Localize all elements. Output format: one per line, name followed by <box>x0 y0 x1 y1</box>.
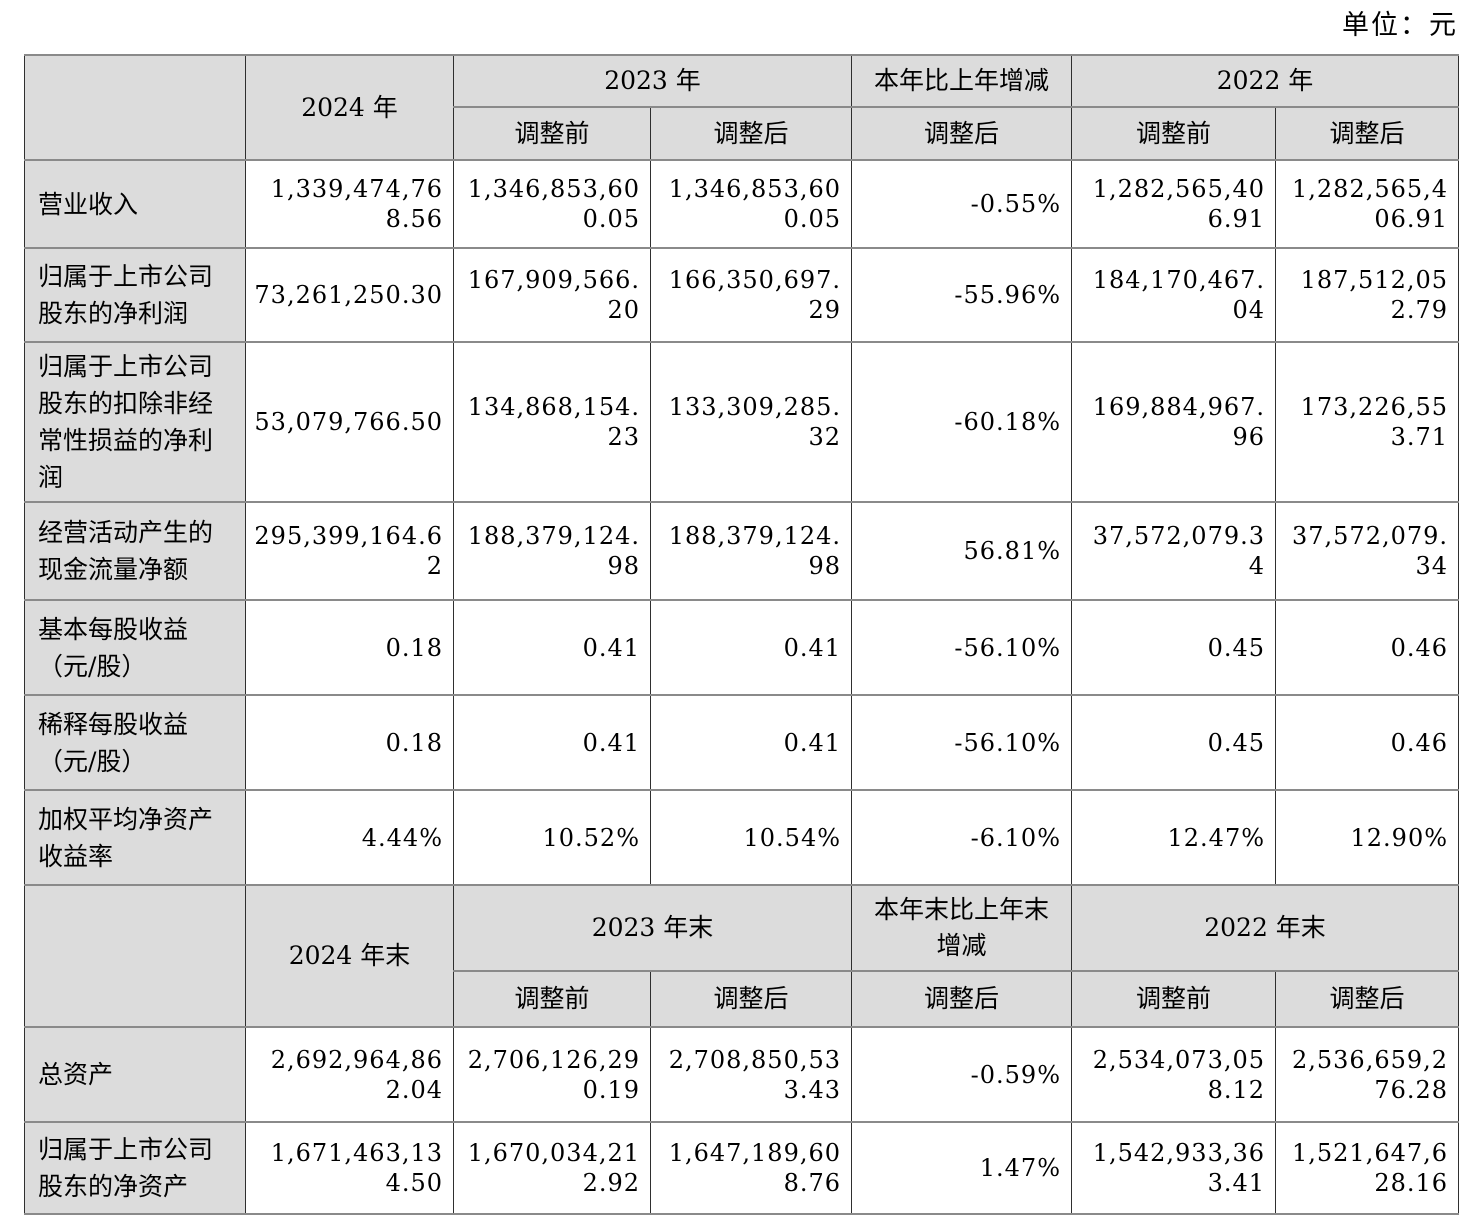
table-row: 归属于上市公司 股东的净利润 73,261,250.30 167,909,566… <box>24 247 1460 343</box>
subheader-2022-end-post: 调整后 <box>1275 970 1460 1028</box>
value-2023-pre: 0.41 <box>453 599 651 696</box>
value-change: -6.10% <box>851 789 1073 886</box>
value-2023-pre: 1,346,853,600.05 <box>453 159 651 249</box>
row-label: 基本每股收益 （元/股） <box>24 599 246 696</box>
value-change: 1.47% <box>851 1121 1073 1215</box>
header-2022-end: 2022 年末 <box>1071 884 1460 972</box>
header-2023: 2023 年 <box>452 54 853 108</box>
subheader-row-adjust-end: 调整前 调整后 调整后 调整前 调整后 <box>25 970 1460 1028</box>
value-2023-pre: 0.41 <box>453 694 651 791</box>
value-2024: 1,671,463,134.50 <box>245 1121 454 1215</box>
table-row: 经营活动产生的 现金流量净额 295,399,164.62 188,379,12… <box>24 501 1460 601</box>
value-2023-post: 1,346,853,600.05 <box>649 159 853 249</box>
value-2024: 53,079,766.50 <box>245 341 454 503</box>
value-2023-post: 2,708,850,533.43 <box>649 1026 853 1123</box>
value-change: -56.10% <box>851 694 1073 791</box>
header-change: 本年比上年增减 <box>851 54 1073 108</box>
subheader-2023-pre: 调整前 <box>453 106 651 161</box>
subheader-2023-end-post: 调整后 <box>649 970 853 1028</box>
table-row: 稀释每股收益 （元/股） 0.18 0.41 0.41 -56.10% 0.45… <box>24 694 1460 791</box>
value-change: -0.59% <box>851 1026 1073 1123</box>
header-2024: 2024 年 <box>245 54 454 161</box>
value-2023-post: 0.41 <box>649 694 853 791</box>
value-2024: 2,692,964,862.04 <box>245 1026 454 1123</box>
value-2023-post: 188,379,124.98 <box>649 501 853 601</box>
row-label: 经营活动产生的 现金流量净额 <box>24 501 246 601</box>
subheader-change-post: 调整后 <box>851 106 1073 161</box>
value-2023-pre: 188,379,124.98 <box>453 501 651 601</box>
value-2022-pre: 184,170,467.04 <box>1071 247 1277 343</box>
header-row-yearend: 2024 年末 2023 年末 本年末比上年末 增减 2022 年末 <box>24 884 1460 1028</box>
header-2024-end: 2024 年末 <box>245 884 454 1028</box>
table-row: 归属于上市公司 股东的净资产 1,671,463,134.50 1,670,03… <box>24 1121 1460 1215</box>
row-label: 归属于上市公司 股东的净资产 <box>24 1121 246 1215</box>
value-2022-post: 37,572,079.34 <box>1275 501 1460 601</box>
table-row: 加权平均净资产 收益率 4.44% 10.52% 10.54% -6.10% 1… <box>24 789 1460 886</box>
header-blank-cell <box>24 54 246 161</box>
value-2022-post: 187,512,052.79 <box>1275 247 1460 343</box>
value-2024: 4.44% <box>245 789 454 886</box>
header-2022: 2022 年 <box>1071 54 1460 108</box>
row-label: 稀释每股收益 （元/股） <box>24 694 246 791</box>
row-label: 营业收入 <box>24 159 246 249</box>
value-2023-post: 1,647,189,608.76 <box>649 1121 853 1215</box>
subheader-2022-end-pre: 调整前 <box>1071 970 1277 1028</box>
value-2022-pre: 2,534,073,058.12 <box>1071 1026 1277 1123</box>
financial-summary-table: 2024 年 2023 年 本年比上年增减 2022 年 调整前 调整后 调整后… <box>24 54 1460 1215</box>
row-label: 总资产 <box>24 1026 246 1123</box>
value-2022-pre: 0.45 <box>1071 694 1277 791</box>
subheader-2022-pre: 调整前 <box>1071 106 1277 161</box>
value-2024: 0.18 <box>245 599 454 696</box>
subheader-2022-post: 调整后 <box>1275 106 1460 161</box>
subheader-2023-post: 调整后 <box>649 106 853 161</box>
value-2022-post: 0.46 <box>1275 694 1460 791</box>
subheader-2023-end-pre: 调整前 <box>453 970 651 1028</box>
value-change: 56.81% <box>851 501 1073 601</box>
value-change: -56.10% <box>851 599 1073 696</box>
row-label: 归属于上市公司 股东的扣除非经 常性损益的净利 润 <box>24 341 246 503</box>
value-2022-pre: 12.47% <box>1071 789 1277 886</box>
table-row: 总资产 2,692,964,862.04 2,706,126,290.19 2,… <box>24 1026 1460 1123</box>
row-label: 加权平均净资产 收益率 <box>24 789 246 886</box>
header-2023-end: 2023 年末 <box>452 884 853 972</box>
unit-label: 单位：元 <box>1342 10 1458 41</box>
value-2023-pre: 167,909,566.20 <box>453 247 651 343</box>
table-row: 基本每股收益 （元/股） 0.18 0.41 0.41 -56.10% 0.45… <box>24 599 1460 696</box>
value-change: -0.55% <box>851 159 1073 249</box>
value-2022-pre: 37,572,079.34 <box>1071 501 1277 601</box>
value-2022-post: 173,226,553.71 <box>1275 341 1460 503</box>
value-2024: 73,261,250.30 <box>245 247 454 343</box>
value-change: -55.96% <box>851 247 1073 343</box>
value-2024: 295,399,164.62 <box>245 501 454 601</box>
value-2022-pre: 1,282,565,406.91 <box>1071 159 1277 249</box>
value-2022-post: 1,282,565,406.91 <box>1275 159 1460 249</box>
value-2023-post: 0.41 <box>649 599 853 696</box>
value-2022-post: 0.46 <box>1275 599 1460 696</box>
row-label: 归属于上市公司 股东的净利润 <box>24 247 246 343</box>
header-change-end: 本年末比上年末 增减 <box>851 884 1073 972</box>
value-2023-pre: 10.52% <box>453 789 651 886</box>
value-2023-post: 166,350,697.29 <box>649 247 853 343</box>
value-2022-post: 12.90% <box>1275 789 1460 886</box>
value-change: -60.18% <box>851 341 1073 503</box>
value-2024: 1,339,474,768.56 <box>245 159 454 249</box>
table-row: 归属于上市公司 股东的扣除非经 常性损益的净利 润 53,079,766.50 … <box>24 341 1460 503</box>
value-2023-post: 10.54% <box>649 789 853 886</box>
value-2023-pre: 1,670,034,212.92 <box>453 1121 651 1215</box>
value-2023-pre: 2,706,126,290.19 <box>453 1026 651 1123</box>
value-2022-post: 1,521,647,628.16 <box>1275 1121 1460 1215</box>
value-2022-pre: 169,884,967.96 <box>1071 341 1277 503</box>
value-2023-post: 133,309,285.32 <box>649 341 853 503</box>
value-2024: 0.18 <box>245 694 454 791</box>
value-2022-pre: 0.45 <box>1071 599 1277 696</box>
value-2022-post: 2,536,659,276.28 <box>1275 1026 1460 1123</box>
subheader-change-end-post: 调整后 <box>851 970 1073 1028</box>
value-2022-pre: 1,542,933,363.41 <box>1071 1121 1277 1215</box>
table-row: 营业收入 1,339,474,768.56 1,346,853,600.05 1… <box>24 159 1460 249</box>
value-2023-pre: 134,868,154.23 <box>453 341 651 503</box>
header-blank-cell-end <box>24 884 246 1028</box>
header-row-year: 2024 年 2023 年 本年比上年增减 2022 年 <box>24 54 1460 161</box>
subheader-row-adjust: 调整前 调整后 调整后 调整前 调整后 <box>25 106 1460 161</box>
